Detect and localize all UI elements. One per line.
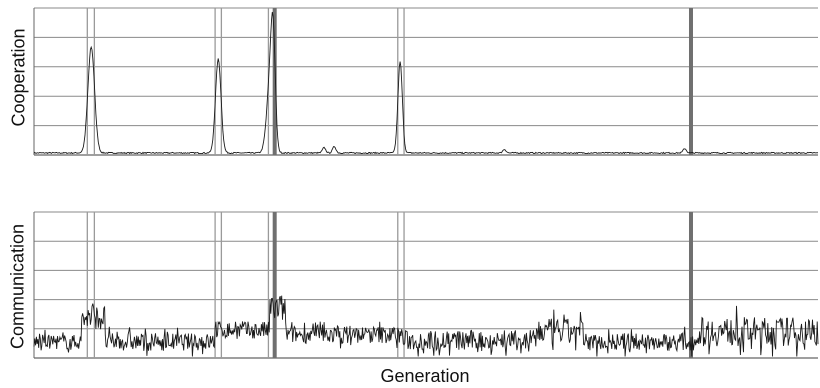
generation-axis-label: Generation xyxy=(380,366,470,386)
communication-axis-label: Communication xyxy=(7,223,28,350)
cooperation-axis-label: Cooperation xyxy=(8,28,29,127)
communication-series-line xyxy=(33,295,819,357)
communication-panel xyxy=(33,211,819,359)
cooperation-panel xyxy=(33,7,819,156)
cooperation-series-line xyxy=(33,11,819,155)
